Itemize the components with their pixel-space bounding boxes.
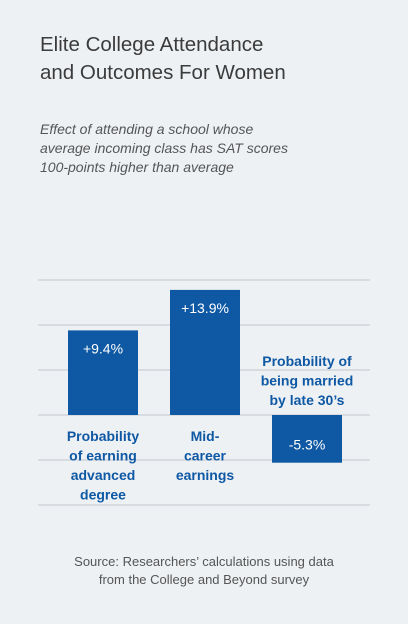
category-label: career (184, 448, 227, 464)
category-label: by late 30’s (270, 392, 345, 408)
source-line-2: from the College and Beyond survey (98, 572, 310, 587)
data-label: +13.9% (181, 300, 229, 316)
title-line-1: Elite College Attendance (40, 33, 264, 56)
data-label: -5.3% (289, 437, 326, 453)
source-note: Source: Researchers’ calculations using … (0, 553, 408, 589)
category-label: of earning (69, 448, 137, 464)
bar (68, 330, 138, 415)
category-label: Probability (67, 428, 140, 444)
subtitle-line-1: Effect of attending a school whose (40, 121, 254, 137)
source-line-1: Source: Researchers’ calculations using … (74, 554, 334, 569)
title-line-2: and Outcomes For Women (40, 61, 286, 84)
chart-subtitle: Effect of attending a school whose avera… (40, 120, 380, 177)
category-label: degree (80, 487, 126, 503)
bar (272, 415, 342, 463)
data-label: +9.4% (83, 340, 123, 356)
category-label: being married (261, 373, 354, 389)
subtitle-line-2: average incoming class has SAT scores (40, 140, 288, 156)
category-label: earnings (176, 467, 235, 483)
category-label: advanced (71, 467, 136, 483)
bar (170, 289, 240, 415)
subtitle-line-3: 100-points higher than average (40, 159, 234, 175)
category-label: Mid- (191, 428, 220, 444)
chart-title: Elite College Attendance and Outcomes Fo… (40, 31, 380, 87)
category-label: Probability of (262, 353, 352, 369)
